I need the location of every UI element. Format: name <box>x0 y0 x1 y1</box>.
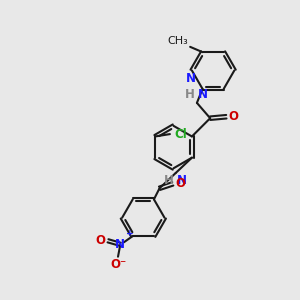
Text: O: O <box>96 234 106 247</box>
Text: N: N <box>197 88 208 101</box>
Text: N: N <box>116 238 125 251</box>
Text: H: H <box>185 88 195 101</box>
Text: O⁻: O⁻ <box>110 258 126 271</box>
Text: H: H <box>164 174 174 187</box>
Text: CH₃: CH₃ <box>167 36 188 46</box>
Text: N: N <box>185 72 195 85</box>
Text: Cl: Cl <box>174 128 187 141</box>
Text: O: O <box>229 110 239 123</box>
Text: N: N <box>177 174 187 187</box>
Text: O: O <box>175 177 185 190</box>
Text: +: + <box>126 229 133 238</box>
